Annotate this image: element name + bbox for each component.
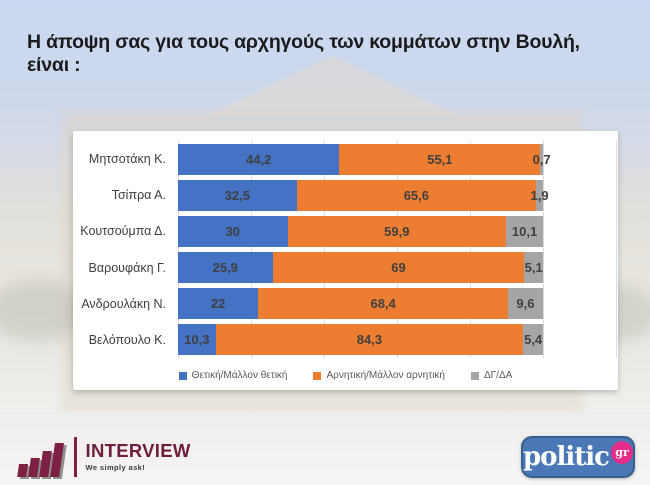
gridline-0 [178, 141, 179, 358]
category-label: Ανδρουλάκη Ν. [81, 296, 166, 311]
politic-brand-text: politic [523, 442, 610, 472]
page-title: Η άποψη σας για τους αρχηγούς των κομμάτ… [27, 31, 580, 76]
category-label: Τσίπρα Α. [111, 188, 166, 203]
bar-segment: 59,9 [287, 215, 507, 247]
bar-segment: 22 [178, 288, 259, 320]
value-label: 44,2 [246, 151, 272, 167]
gridline-100 [543, 141, 544, 358]
value-label: 30 [225, 223, 240, 239]
value-label: 5,4 [524, 332, 543, 348]
legend-label: ΔΓ/ΔΑ [483, 370, 513, 381]
category-label: Βελόπουλο Κ. [88, 332, 166, 347]
bar-segment: 5,4 [523, 324, 543, 356]
value-label: 5,1 [524, 260, 543, 276]
bar-segment: 84,3 [215, 324, 524, 356]
legend-swatch-icon [178, 371, 187, 380]
value-label: 59,9 [384, 223, 410, 239]
value-label: 84,3 [356, 332, 383, 348]
bar-segment: 1,9 [530, 179, 549, 211]
value-label: 68,4 [370, 296, 396, 312]
category-label: Μητσοτάκη Κ. [88, 152, 166, 167]
chart-card: Μητσοτάκη Κ. Τσίπρα Α. Κουτσούμπα Δ. Βαρουφ… [73, 131, 618, 390]
category-labels-column: Μητσοτάκη Κ. Τσίπρα Α. Κουτσούμπα Δ. Βαρουφ… [73, 141, 173, 358]
interview-brand-text: INTERVIEW [85, 440, 191, 462]
bar-segment: 68,4 [258, 288, 508, 320]
bar-segment: 5,1 [524, 252, 543, 284]
legend-label: Θετική/Μάλλον θετική [191, 370, 288, 381]
gridline-80 [469, 141, 471, 358]
chart-row: 22 68,4 9,6 [178, 286, 616, 322]
bar-segment: 65,6 [296, 179, 537, 211]
interview-tagline: We simply ask! [85, 462, 146, 472]
legend-swatch-icon [470, 371, 479, 380]
legend-label: Αρνητική/Μάλλον αρνητική [326, 370, 445, 381]
gridline-20 [250, 141, 252, 358]
gridline-60 [397, 141, 398, 358]
value-label: 10,1 [511, 223, 538, 239]
legend-swatch-icon [313, 371, 322, 380]
bar-segment: 10,1 [506, 215, 543, 247]
bar-segment: 44,2 [178, 143, 340, 175]
legend-item: Αρνητική/Μάλλον αρνητική [313, 370, 445, 381]
chart-row: 30 59,9 10,1 [178, 213, 616, 249]
bar-segment: 69 [272, 252, 525, 284]
politic-gr-text: gr [615, 445, 629, 459]
gridline-120 [616, 141, 617, 358]
plot-area: 44,2 55,1 0,7 32,5 65,6 1,9 30 59,9 10,1 25,9 69 5,… [178, 141, 617, 358]
legend-item: Θετική/Μάλλον θετική [178, 370, 288, 381]
value-label: 10,3 [184, 332, 210, 348]
value-label: 22 [210, 296, 226, 312]
interview-logo: INTERVIEW We simply ask! [17, 437, 191, 477]
value-label: 9,6 [516, 296, 535, 312]
category-label: Βαρουφάκη Γ. [88, 260, 166, 275]
chart-legend: Θετική/Μάλλον θετική Αρνητική/Μάλλον αρνη… [73, 370, 618, 381]
bar-segment: 9,6 [507, 288, 543, 320]
bar-segment: 55,1 [339, 143, 541, 175]
legend-item: ΔΓ/ΔΑ [470, 370, 513, 381]
bar-segment: 30 [178, 215, 288, 247]
chart-row: 25,9 69 5,1 [178, 250, 616, 286]
bar-segment: 25,9 [178, 252, 273, 284]
value-label: 55,1 [427, 151, 453, 167]
value-label: 1,9 [530, 187, 549, 203]
politic-gr-badge: gr [611, 440, 633, 464]
politic-logo: politic gr [521, 436, 635, 478]
chart-row: 32,5 65,6 1,9 [178, 177, 616, 213]
gridline-40 [323, 141, 325, 358]
bar-chart-icon [17, 437, 65, 477]
bar-segment: 32,5 [178, 179, 297, 211]
value-label: 69 [391, 260, 406, 276]
chart-row: 10,3 84,3 5,4 [178, 322, 616, 358]
value-label: 0,7 [532, 151, 551, 167]
value-label: 32,5 [224, 187, 250, 203]
bar-segment: 0,7 [533, 143, 551, 175]
chart-row: 44,2 55,1 0,7 [178, 141, 616, 177]
value-label: 25,9 [212, 260, 238, 276]
category-label: Κουτσούμπα Δ. [80, 224, 166, 239]
logo-divider [74, 437, 77, 477]
bar-segment: 10,3 [178, 324, 216, 356]
value-label: 65,6 [403, 187, 429, 203]
